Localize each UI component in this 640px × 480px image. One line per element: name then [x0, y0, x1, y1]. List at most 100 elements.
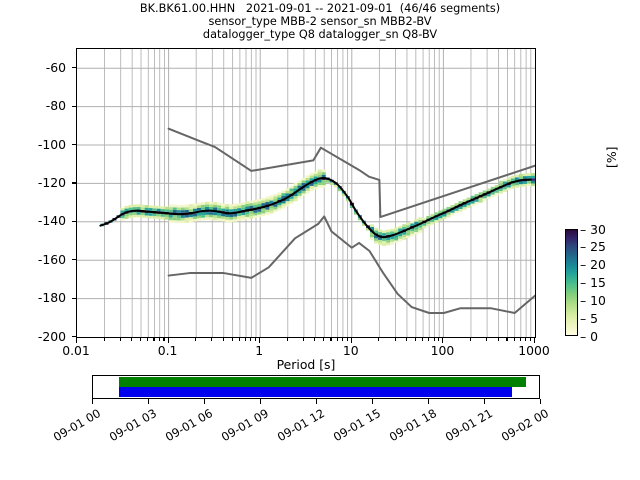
- psd-histogram-cell: [305, 190, 310, 194]
- psd-histogram-cell: [225, 217, 230, 220]
- y-tick-mark: [72, 259, 76, 261]
- colorbar-tick-label: – 25: [580, 239, 606, 255]
- psd-histogram-cell: [313, 186, 318, 190]
- x-tick-mark: [438, 338, 440, 341]
- psd-histogram-cell: [390, 236, 395, 240]
- x-tick-mark: [405, 338, 408, 341]
- psd-histogram-cell: [253, 199, 258, 203]
- psd-histogram-cell: [418, 219, 423, 223]
- psd-histogram-cell: [196, 202, 201, 206]
- psd-histogram-cell: [450, 212, 455, 216]
- psd-histogram-cell: [382, 240, 387, 244]
- psd-histogram-cell: [522, 183, 527, 187]
- psd-histogram-cell: [273, 204, 278, 207]
- psd-histogram-cell: [205, 212, 210, 215]
- psd-histogram-cell: [217, 215, 222, 219]
- psd-histogram-cell: [518, 173, 523, 177]
- psd-histogram-cell: [233, 213, 238, 217]
- psd-histogram-cell: [394, 227, 399, 231]
- psd-histogram-cell: [217, 205, 222, 208]
- psd-histogram-cell: [261, 208, 266, 211]
- psd-histogram-cell: [237, 213, 242, 216]
- psd-histogram-cell: [305, 175, 310, 178]
- psd-histogram-cell: [514, 182, 519, 186]
- x-tick-mark: [442, 338, 444, 343]
- psd-histogram-cell: [309, 175, 314, 179]
- x-tick-mark: [486, 338, 488, 341]
- psd-histogram-cell: [357, 217, 362, 221]
- psd-histogram-cell: [490, 191, 495, 195]
- psd-histogram-cell: [486, 188, 491, 192]
- psd-histogram-cell: [502, 186, 507, 190]
- psd-histogram-cell: [213, 207, 218, 211]
- x-tick-mark: [222, 338, 224, 341]
- psd-histogram-cell: [418, 230, 423, 233]
- psd-histogram-cell: [196, 207, 201, 211]
- x-tick-mark: [195, 338, 197, 341]
- psd-histogram-cell: [309, 183, 314, 186]
- psd-histogram-cell: [414, 226, 419, 230]
- psd-histogram-cell: [378, 232, 383, 235]
- psd-histogram-cell: [293, 196, 298, 199]
- y-tick-label: -80: [45, 98, 66, 114]
- y-tick-mark: [72, 336, 76, 338]
- psd-histogram-cell: [241, 212, 246, 216]
- psd-histogram-cell: [321, 172, 326, 175]
- psd-histogram-cell: [378, 239, 383, 243]
- psd-histogram-cell: [370, 232, 375, 235]
- y-tick-mark: [72, 220, 76, 223]
- psd-histogram-cell: [321, 182, 326, 186]
- x-tick-mark: [350, 338, 352, 343]
- psd-histogram-cell: [321, 179, 326, 183]
- psd-histogram-cell: [422, 223, 427, 226]
- psd-histogram-cell: [462, 204, 467, 208]
- psd-histogram-cell: [277, 197, 282, 200]
- psd-histogram-cell: [374, 240, 379, 244]
- psd-histogram-cell: [410, 228, 415, 232]
- psd-histogram-cell: [297, 185, 302, 189]
- psd-histogram-cell: [450, 204, 455, 208]
- nlnm-low-noise-model: [167, 215, 535, 314]
- psd-histogram-cell: [458, 208, 463, 212]
- psd-histogram-cell: [140, 215, 145, 218]
- psd-histogram-cell: [498, 191, 503, 194]
- psd-histogram-cell: [152, 216, 157, 219]
- timeline-date-label: 09-01 15: [330, 406, 383, 445]
- psd-histogram-cell: [168, 204, 173, 208]
- psd-histogram-cell: [434, 212, 439, 215]
- psd-histogram-cell: [510, 175, 515, 179]
- psd-histogram-cell: [486, 193, 491, 197]
- psd-histogram-cell: [225, 206, 230, 210]
- psd-histogram-cell: [466, 202, 471, 206]
- psd-histogram-cell: [200, 215, 206, 218]
- psd-histogram-cell: [305, 188, 310, 191]
- psd-histogram-cell: [180, 220, 185, 224]
- psd-histogram-cell: [200, 204, 206, 208]
- psd-histogram-cell: [285, 198, 290, 202]
- psd-histogram-cell: [374, 227, 379, 231]
- psd-histogram-cell: [410, 223, 415, 226]
- psd-histogram-cell: [229, 204, 234, 207]
- x-tick-mark: [330, 338, 332, 341]
- psd-histogram-cell: [510, 186, 515, 189]
- psd-histogram-cell: [522, 181, 527, 184]
- timeline-coverage-strip[interactable]: [92, 375, 540, 399]
- colorbar-tick-label: – 0: [580, 328, 599, 344]
- psd-histogram-cell: [470, 195, 475, 199]
- psd-histogram-cell: [317, 169, 322, 173]
- psd-histogram-cell: [514, 185, 519, 188]
- psd-histogram-cell: [426, 216, 431, 219]
- psd-histogram-cell: [398, 233, 403, 237]
- psd-histogram-cell: [309, 185, 314, 189]
- timeline-date-label: 09-01 12: [274, 406, 327, 445]
- psd-histogram-cell: [192, 213, 197, 217]
- x-tick-mark: [314, 338, 316, 341]
- psd-histogram-cell: [168, 220, 173, 223]
- psd-histogram-cell: [213, 215, 218, 218]
- psd-histogram-cell: [156, 208, 161, 212]
- psd-histogram-cell: [402, 234, 407, 238]
- psd-histogram-cell: [229, 219, 234, 223]
- psd-histogram-cell: [370, 224, 375, 227]
- x-tick-mark: [378, 338, 380, 341]
- psd-histogram-cell: [313, 171, 318, 174]
